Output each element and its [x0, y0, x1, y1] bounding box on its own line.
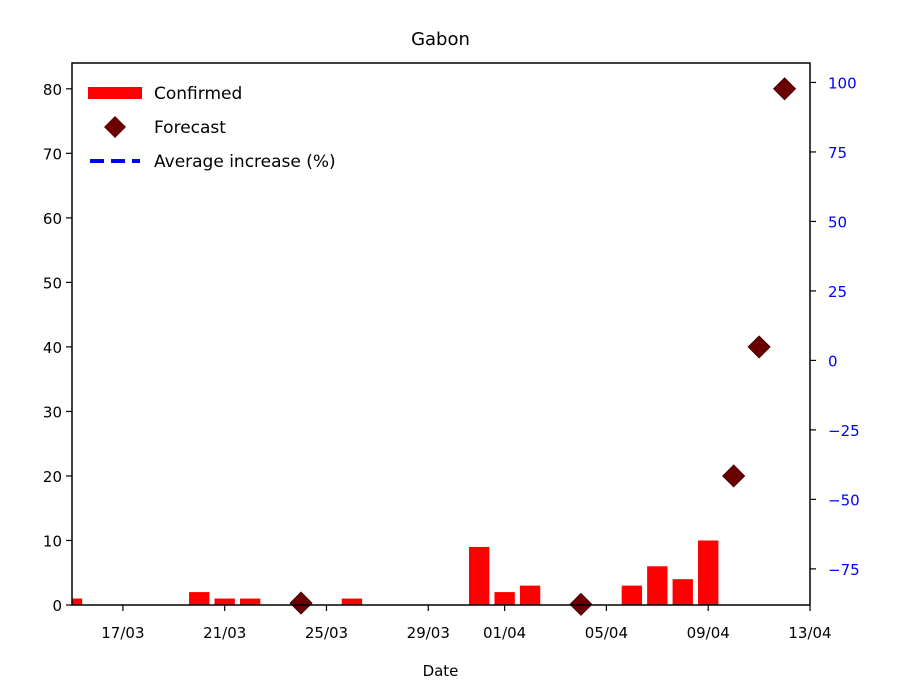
y-tick-label: 10	[43, 532, 62, 550]
x-tick-label: 09/04	[687, 624, 730, 642]
y-axis-left: 0 10 20 30 40 50 60 70 80	[43, 81, 72, 615]
y2-tick-label: −25	[828, 422, 860, 440]
y2-tick-label: 75	[828, 144, 847, 162]
chart-title: Gabon	[411, 29, 470, 50]
confirmed-bar	[214, 598, 235, 605]
y-tick-label: 30	[43, 403, 62, 421]
forecast-marker	[772, 77, 797, 101]
x-tick-label: 05/04	[585, 624, 628, 642]
forecast-marker	[747, 335, 771, 359]
y-tick-label: 60	[43, 210, 62, 228]
y-tick-label: 0	[52, 597, 62, 615]
x-tick-label: 21/03	[203, 624, 246, 642]
confirmed-bar	[189, 592, 210, 605]
x-axis-label: Date	[423, 662, 459, 680]
y-tick-label: 20	[43, 468, 62, 486]
y-tick-label: 80	[43, 81, 62, 99]
legend: Confirmed Forecast Average increase (%)	[88, 84, 336, 172]
confirmed-bar	[72, 598, 83, 605]
legend-label: Confirmed	[154, 84, 242, 104]
x-tick-label: 29/03	[407, 624, 450, 642]
forecast-layer	[289, 77, 797, 616]
confirmed-bar	[672, 579, 693, 605]
y2-tick-label: −75	[828, 561, 860, 579]
legend-swatch-confirmed	[88, 87, 142, 99]
y2-tick-label: 100	[828, 74, 857, 92]
y2-tick-label: −50	[828, 491, 860, 509]
x-tick-label: 13/04	[788, 624, 831, 642]
confirmed-bar	[519, 585, 541, 605]
bars-layer	[72, 540, 719, 605]
plot-frame	[71, 62, 811, 606]
y2-tick-label: 0	[828, 352, 838, 370]
confirmed-bar	[239, 598, 261, 605]
confirmed-bar	[647, 566, 668, 605]
y-tick-label: 40	[43, 339, 62, 357]
confirmed-bar	[468, 546, 490, 605]
confirmed-bar	[341, 598, 363, 605]
y2-tick-label: 50	[828, 213, 847, 231]
forecast-marker	[289, 591, 313, 615]
confirmed-bar	[494, 592, 515, 605]
legend-label: Average increase (%)	[154, 152, 336, 172]
x-axis: 17/03 21/03 25/03 29/03 01/04 05/04 09/04 13/04	[101, 605, 832, 642]
y2-tick-label: 25	[828, 283, 847, 301]
y-axis-right: −75 −50 −25 0 25 50 75 100	[810, 74, 860, 579]
confirmed-bar	[698, 540, 719, 605]
confirmed-bar	[621, 585, 643, 605]
legend-label: Forecast	[154, 118, 226, 138]
x-tick-label: 17/03	[101, 624, 144, 642]
y-tick-label: 70	[43, 145, 62, 163]
x-tick-label: 01/04	[483, 624, 526, 642]
y-tick-label: 50	[43, 274, 62, 292]
forecast-marker	[722, 464, 746, 488]
x-tick-label: 25/03	[305, 624, 348, 642]
legend-swatch-forecast	[104, 116, 126, 138]
